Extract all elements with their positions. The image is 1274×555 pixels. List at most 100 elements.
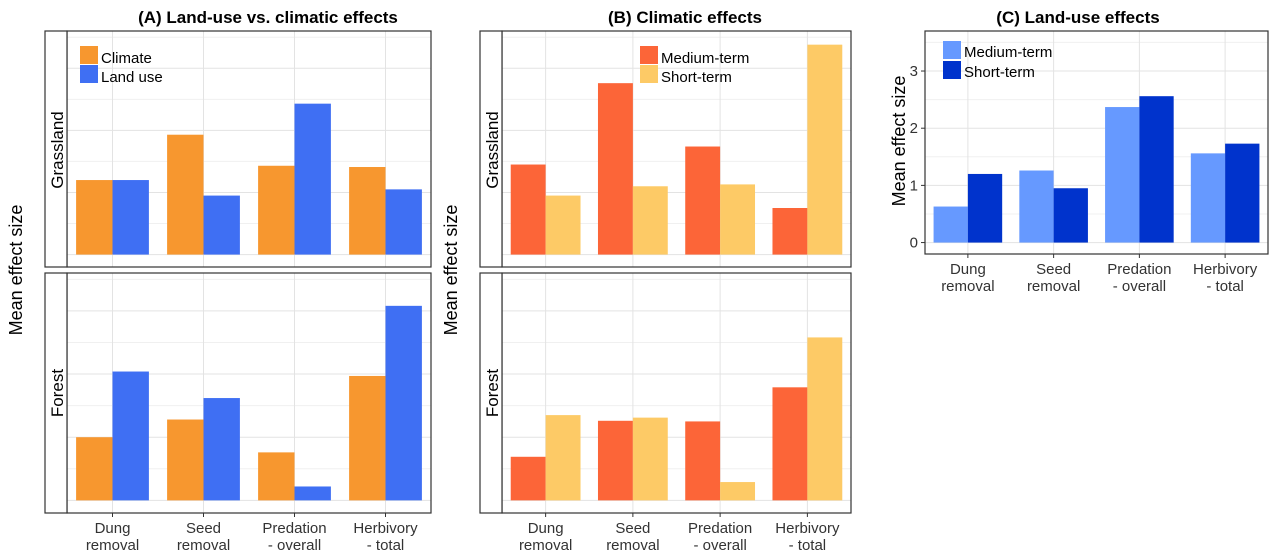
panel-b-bar-medium-term bbox=[685, 146, 721, 255]
panel-c-bar-medium-term bbox=[933, 206, 968, 243]
panel-c-x-tick-label: Herbivory bbox=[1193, 261, 1258, 278]
panel-c-bar-short-term bbox=[1139, 96, 1174, 243]
panel-c-y-axis-title: Mean effect size bbox=[889, 76, 909, 207]
panel-c-title: (C) Land-use effects bbox=[996, 8, 1159, 27]
panel-b-legend-label-short-term: Short-term bbox=[661, 69, 732, 86]
panel-b-strip-box bbox=[479, 272, 503, 514]
panel-c-y-tick-label: 2 bbox=[910, 120, 918, 137]
panel-a-bar-climate bbox=[76, 180, 113, 255]
panel-a-y-axis-title: Mean effect size bbox=[6, 205, 26, 336]
panel-b-bar-short-term bbox=[545, 195, 581, 255]
panel-a-bar-land-use bbox=[112, 180, 149, 255]
panel-b-x-tick-label: - total bbox=[789, 537, 827, 554]
panel-a-x-tick-label: Herbivory bbox=[353, 520, 418, 537]
panel-a-legend-swatch-land-use bbox=[80, 65, 98, 83]
panel-a-legend-label-climate: Climate bbox=[101, 50, 152, 67]
panel-c-bar-short-term bbox=[1225, 143, 1260, 243]
panel-a-strip-grassland: Grassland bbox=[48, 111, 67, 188]
panel-b-x-tick-label: Seed bbox=[615, 520, 650, 537]
panel-c-x-tick-label: Dung bbox=[950, 261, 986, 278]
panel-b-x-tick-label: Dung bbox=[528, 520, 564, 537]
panel-b-y-axis-title: Mean effect size bbox=[441, 205, 461, 336]
panel-a-legend-label-land-use: Land use bbox=[101, 69, 163, 86]
panel-b-strip-forest: Forest bbox=[483, 369, 502, 417]
panel-b-bar-short-term bbox=[807, 44, 843, 255]
panel-a-x-tick-label: - total bbox=[367, 537, 405, 554]
panel-c-bar-medium-term bbox=[1190, 153, 1226, 243]
panel-b-bar-medium-term bbox=[772, 387, 808, 501]
panel-c-y-tick-label: 1 bbox=[910, 177, 918, 194]
panel-a-x-tick-label: - overall bbox=[268, 537, 321, 554]
panel-b-bar-medium-term bbox=[597, 83, 633, 255]
panel-c-bar-short-term bbox=[967, 173, 1003, 243]
panel-c-x-tick-label: Seed bbox=[1036, 261, 1071, 278]
panel-b-x-tick-label: Herbivory bbox=[775, 520, 840, 537]
panel-b-bar-short-term bbox=[632, 417, 668, 501]
panel-c-x-tick-label: - overall bbox=[1113, 278, 1166, 295]
panel-a-bar-land-use bbox=[294, 103, 331, 255]
panel-c-facet-0: 0 1 2 3 bbox=[910, 30, 1269, 255]
panel-a-bar-land-use bbox=[294, 486, 331, 501]
panel-c-legend-swatch-medium-term bbox=[943, 41, 961, 59]
panel-b-bar-medium-term bbox=[510, 456, 546, 501]
panel-a-bar-land-use bbox=[203, 398, 240, 501]
panel-b-bar-short-term bbox=[545, 415, 581, 501]
panel-a-bar-climate bbox=[349, 167, 386, 255]
panel-a-x-tick-label: Predation bbox=[262, 520, 326, 537]
panel-a-bar-climate bbox=[258, 452, 295, 501]
panel-c-plot-border bbox=[924, 30, 1269, 255]
panel-b-bar-short-term bbox=[720, 482, 756, 501]
panel-b-bar-medium-term bbox=[772, 208, 808, 255]
panel-c-bar-medium-term bbox=[1019, 170, 1054, 243]
panel-a-bar-land-use bbox=[385, 189, 422, 255]
panel-a-strip-box bbox=[44, 30, 68, 268]
panel-a-x-tick-label: Seed bbox=[186, 520, 221, 537]
panel-c-y-tick-label: 0 bbox=[910, 235, 918, 252]
panel-a-strip-forest: Forest bbox=[48, 369, 67, 417]
panel-b-x-tick-label: removal bbox=[519, 537, 572, 554]
panel-a-bar-climate bbox=[349, 375, 386, 501]
panel-a-bar-climate bbox=[167, 419, 204, 501]
panel-b-bar-short-term bbox=[807, 337, 843, 501]
panel-c-legend-swatch-short-term bbox=[943, 61, 961, 79]
panel-a-legend-swatch-climate bbox=[80, 46, 98, 64]
panel-c-bar-short-term bbox=[1053, 188, 1088, 243]
panel-c-legend-label-medium-term: Medium-term bbox=[964, 44, 1052, 61]
panel-a-bar-land-use bbox=[112, 371, 149, 501]
panel-b-x-tick-label: - overall bbox=[693, 537, 746, 554]
panel-a-bar-climate bbox=[76, 437, 113, 501]
panel-a-x-tick-label: removal bbox=[177, 537, 230, 554]
panel-a-x-tick-label: removal bbox=[86, 537, 139, 554]
panel-c-bar-medium-term bbox=[1105, 107, 1140, 243]
panel-b-bar-short-term bbox=[632, 186, 668, 255]
panel-c-x-tick-label: removal bbox=[1027, 278, 1080, 295]
panel-b-strip-grassland: Grassland bbox=[483, 111, 502, 188]
panel-b-legend-label-medium-term: Medium-term bbox=[661, 50, 749, 67]
panel-c-y-tick-label: 3 bbox=[910, 63, 918, 80]
panel-b-legend-swatch-medium-term bbox=[640, 46, 658, 64]
panel-b-strip-box bbox=[479, 30, 503, 268]
panel-b-title: (B) Climatic effects bbox=[608, 8, 762, 27]
panel-a-bar-land-use bbox=[203, 195, 240, 255]
panel-b-bar-short-term bbox=[720, 184, 756, 255]
panel-a-title: (A) Land-use vs. climatic effects bbox=[138, 8, 398, 27]
panel-b-bar-medium-term bbox=[597, 420, 633, 501]
panel-c-x-tick-label: removal bbox=[941, 278, 994, 295]
panel-c-x-tick-label: Predation bbox=[1107, 261, 1171, 278]
panel-a-strip-box bbox=[44, 272, 68, 514]
panel-a-bar-climate bbox=[167, 134, 204, 255]
panel-b-x-tick-label: removal bbox=[606, 537, 659, 554]
panel-a-x-tick-label: Dung bbox=[95, 520, 131, 537]
panel-a-bar-climate bbox=[258, 165, 295, 255]
panel-b-legend-swatch-short-term bbox=[640, 65, 658, 83]
panel-b-bar-medium-term bbox=[685, 421, 721, 501]
panel-c-x-tick-label: - total bbox=[1206, 278, 1244, 295]
panel-a-bar-land-use bbox=[385, 305, 422, 501]
panel-b-x-tick-label: Predation bbox=[688, 520, 752, 537]
panel-b-bar-medium-term bbox=[510, 164, 546, 255]
